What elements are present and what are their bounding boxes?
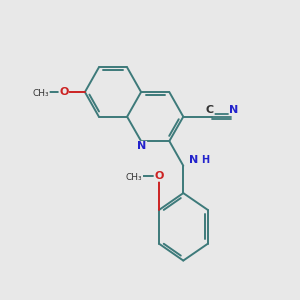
Text: O: O bbox=[59, 87, 68, 97]
Text: H: H bbox=[201, 155, 209, 165]
Text: CH₃: CH₃ bbox=[126, 173, 142, 182]
Text: N: N bbox=[137, 141, 147, 152]
Text: CH₃: CH₃ bbox=[33, 89, 49, 98]
Text: C: C bbox=[206, 105, 214, 115]
Text: N: N bbox=[189, 155, 198, 165]
Text: O: O bbox=[154, 171, 164, 181]
Text: N: N bbox=[229, 105, 239, 115]
